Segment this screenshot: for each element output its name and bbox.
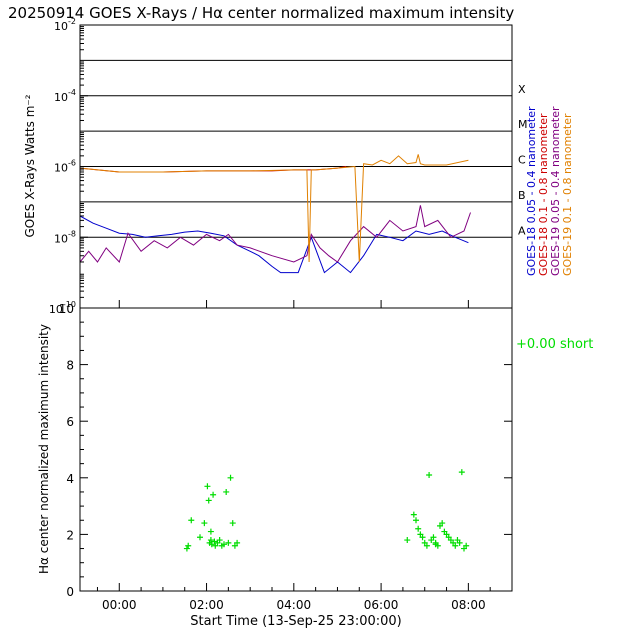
halpha-point: [439, 520, 446, 527]
halpha-point: [183, 545, 190, 552]
halpha-point: [419, 534, 426, 541]
flare-class-label: B: [518, 189, 526, 202]
goes-y-tick-label: 10-4: [54, 88, 76, 104]
halpha-point: [229, 520, 236, 527]
halpha-panel: 0 2 4 6 8 10 00:00 02:00 04:00 06:00 08:00 Hα cen…: [37, 300, 593, 629]
halpha-point: [205, 497, 212, 504]
goes-series-line-3: [79, 154, 469, 263]
goes-y-ticks: 10-2 10-4 10-6 10-8 10-10: [49, 17, 88, 316]
halpha-point: [234, 539, 241, 546]
halpha-point: [185, 542, 192, 549]
halpha-point: [201, 520, 208, 527]
halpha-point: [197, 534, 203, 541]
goes-y-tick-label: 10-6: [54, 159, 76, 175]
halpha-point: [225, 539, 232, 546]
halpha-point: [410, 511, 417, 518]
halpha-point: [188, 517, 195, 524]
halpha-point: [404, 537, 411, 544]
halpha-y-tick-label: 4: [66, 472, 74, 486]
flare-class-lines: [80, 59, 512, 238]
halpha-y-tick-label: 0: [66, 585, 74, 599]
halpha-x-ticks: 00:00 02:00 04:00 06:00 08:00: [96, 300, 513, 612]
goes-series-line-2: [79, 205, 471, 263]
goes-legend-entry-3: GOES-19 0.1 - 0.8 nanometer: [561, 113, 574, 276]
halpha-y-tick-label: 2: [66, 528, 74, 542]
flare-class-label: M: [518, 118, 528, 131]
halpha-points: [183, 469, 470, 552]
x-axis-label: Start Time (13-Sep-25 23:00:00): [190, 614, 401, 629]
x-tick-label: 04:00: [277, 598, 312, 612]
goes-y-tick-label: 10-8: [54, 229, 76, 245]
goes-legend-entry-2: GOES-19 0.05 - 0.4 nanometer: [549, 106, 562, 276]
goes-series-group: [79, 154, 471, 274]
halpha-y-tick-label: 10: [59, 302, 74, 316]
halpha-point: [210, 491, 217, 498]
flare-class-label: X: [518, 83, 526, 96]
halpha-point: [211, 538, 218, 545]
goes-y-tick-label: 10-10: [49, 300, 76, 316]
goes-y-axis-label: GOES X-Rays Watts m⁻²: [23, 94, 37, 237]
goes-series-line-0: [79, 215, 469, 274]
halpha-point: [221, 541, 227, 548]
halpha-y-ticks: 0 2 4 6 8 10: [59, 302, 512, 599]
goes-legend-entry-1: GOES-18 0.1 - 0.8 nanometer: [537, 113, 550, 276]
figure-title: 20250914 GOES X-Rays / Hα center normali…: [8, 4, 514, 22]
x-tick-label: 06:00: [364, 598, 399, 612]
halpha-point: [463, 542, 470, 549]
x-tick-label: 02:00: [189, 598, 224, 612]
halpha-point: [430, 534, 437, 541]
x-tick-label: 08:00: [451, 598, 486, 612]
goes-y-tick-label: 10-2: [54, 17, 76, 33]
halpha-point: [227, 474, 234, 481]
halpha-point: [208, 541, 215, 548]
halpha-point: [415, 525, 422, 532]
halpha-y-tick-label: 8: [66, 359, 74, 373]
halpha-point: [207, 528, 214, 535]
halpha-legend-text: +0.00 short: [516, 337, 593, 352]
goes-legend-entry-0: GOES-18 0.05 - 0.4 nanometer: [525, 106, 538, 276]
halpha-point: [223, 488, 230, 495]
flare-class-labels: A B C M X: [518, 83, 528, 238]
halpha-point: [207, 537, 214, 544]
x-tick-label: 00:00: [102, 598, 137, 612]
halpha-point: [456, 539, 463, 546]
halpha-point: [423, 542, 430, 549]
halpha-point: [452, 542, 459, 549]
halpha-point: [426, 471, 433, 478]
halpha-point: [432, 541, 439, 548]
flare-class-label: A: [518, 224, 526, 237]
halpha-point: [204, 483, 211, 490]
halpha-y-axis-label: Hα center normalized maximum intensity: [37, 324, 51, 574]
halpha-point: [413, 517, 419, 524]
halpha-plot-frame: [79, 307, 513, 592]
halpha-point: [458, 469, 465, 476]
halpha-y-tick-label: 6: [66, 415, 74, 429]
halpha-legend: +0.00 short: [516, 337, 593, 352]
flare-class-label: C: [518, 154, 526, 167]
halpha-point: [216, 537, 223, 544]
goes-legend: GOES-18 0.05 - 0.4 nanometer GOES-18 0.1 …: [525, 106, 574, 276]
goes-xray-panel: A B C M X 10-2 10-4 10-6 10-8 10-10 GOES X-Rays …: [23, 17, 574, 316]
